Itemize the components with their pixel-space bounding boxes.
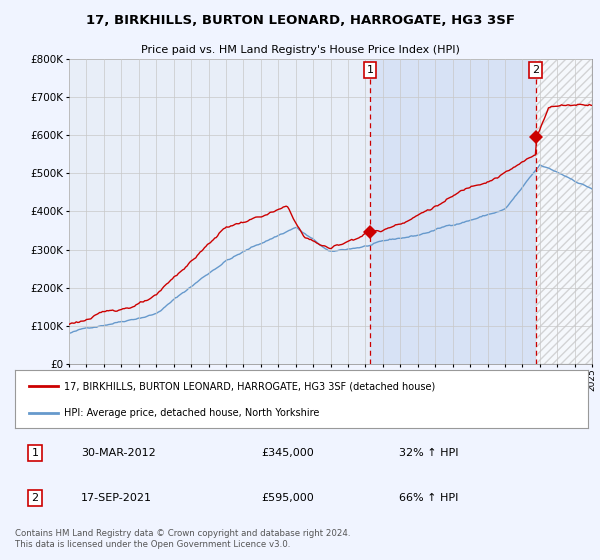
Text: 17, BIRKHILLS, BURTON LEONARD, HARROGATE, HG3 3SF: 17, BIRKHILLS, BURTON LEONARD, HARROGATE… [86, 14, 515, 27]
Text: 2: 2 [31, 493, 38, 503]
Text: 1: 1 [367, 66, 373, 75]
Text: 32% ↑ HPI: 32% ↑ HPI [399, 448, 458, 458]
Text: Price paid vs. HM Land Registry's House Price Index (HPI): Price paid vs. HM Land Registry's House … [140, 45, 460, 55]
Text: 17, BIRKHILLS, BURTON LEONARD, HARROGATE, HG3 3SF (detached house): 17, BIRKHILLS, BURTON LEONARD, HARROGATE… [64, 381, 435, 391]
Text: HPI: Average price, detached house, North Yorkshire: HPI: Average price, detached house, Nort… [64, 408, 319, 418]
Text: 1: 1 [32, 448, 38, 458]
Text: £595,000: £595,000 [262, 493, 314, 503]
Text: Contains HM Land Registry data © Crown copyright and database right 2024.
This d: Contains HM Land Registry data © Crown c… [15, 529, 350, 549]
Text: £345,000: £345,000 [262, 448, 314, 458]
Text: 30-MAR-2012: 30-MAR-2012 [81, 448, 155, 458]
Bar [370, 59, 536, 364]
Text: 17-SEP-2021: 17-SEP-2021 [81, 493, 152, 503]
Text: 2: 2 [532, 66, 539, 75]
Text: 66% ↑ HPI: 66% ↑ HPI [399, 493, 458, 503]
Bar [536, 59, 592, 364]
